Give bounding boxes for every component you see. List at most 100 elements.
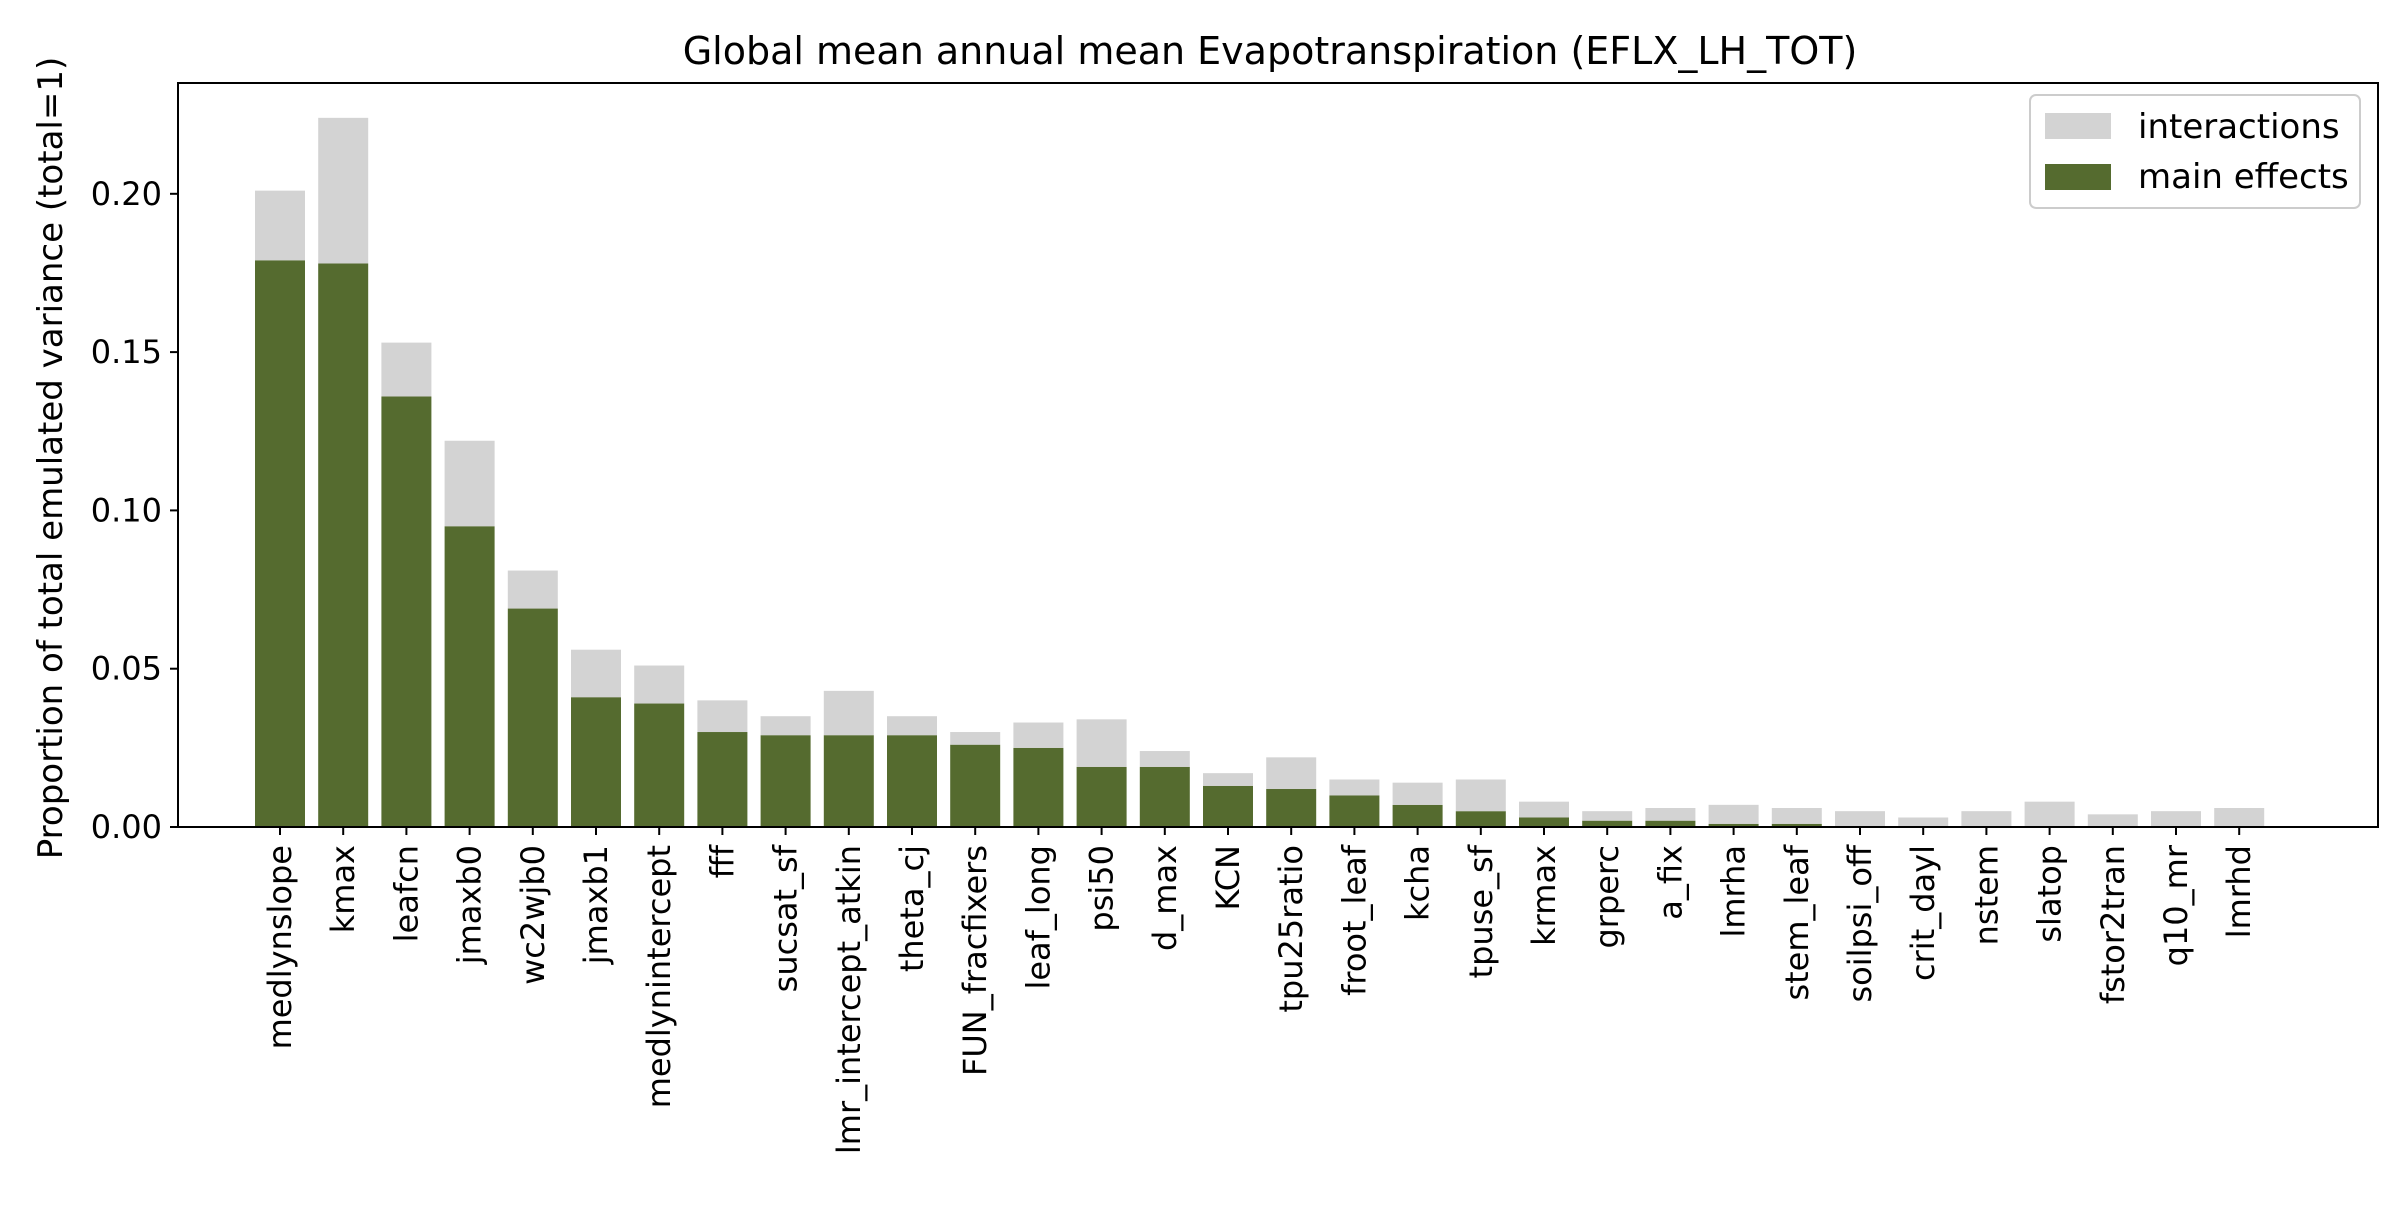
y-tick-label: 0.15: [91, 333, 162, 371]
bar-main-effects-KCN: [1203, 785, 1253, 827]
bar-main-effects-froot_leaf: [1329, 795, 1380, 827]
bar-interactions-KCN: [1203, 773, 1253, 786]
bar-interactions-tpuse_sf: [1455, 779, 1506, 812]
legend: interactions main effects: [2029, 94, 2361, 209]
x-tick-label-theta_cj: theta_cj: [893, 845, 931, 972]
x-tick-label-slatop: slatop: [2031, 845, 2069, 943]
bar-interactions-stem_leaf: [1771, 808, 1822, 824]
x-tick-label-lmrhd: lmrhd: [2220, 845, 2258, 938]
x-tick-label-soilpsi_off: soilpsi_off: [1841, 844, 1879, 1002]
bar-interactions-fstor2tran: [2087, 814, 2138, 827]
plot-frame: [177, 82, 2379, 828]
bar-interactions-leafcn: [381, 342, 432, 397]
bar-interactions-fff: [697, 700, 748, 733]
x-tick-label-d_max: d_max: [1146, 845, 1184, 951]
bar-main-effects-jmaxb0: [444, 526, 495, 827]
bar-interactions-jmaxb1: [571, 649, 621, 698]
bar-interactions-lmrhd: [2214, 808, 2265, 827]
bar-interactions-lmrha: [1708, 804, 1759, 824]
x-tick-label-KCN: KCN: [1209, 845, 1247, 911]
legend-label-main-effects: main effects: [2138, 157, 2349, 197]
x-tick-label-kmax: kmax: [324, 845, 362, 933]
bar-main-effects-jmaxb1: [571, 697, 621, 827]
bar-main-effects-sucsat_sf: [760, 735, 811, 827]
bar-main-effects-leafcn: [381, 396, 432, 827]
x-tick-label-a_fix: a_fix: [1651, 845, 1689, 920]
bar-interactions-psi50: [1076, 719, 1127, 767]
bar-main-effects-kcha: [1392, 804, 1443, 827]
bar-main-effects-leaf_long: [1013, 747, 1064, 827]
bar-interactions-grperc: [1582, 811, 1633, 821]
bar-interactions-nstem: [1961, 811, 2012, 827]
legend-box: [2029, 94, 2361, 209]
bar-main-effects-medlynslope: [255, 260, 305, 828]
bar-main-effects-fff: [697, 732, 748, 827]
x-tick-label-fstor2tran: fstor2tran: [2094, 845, 2132, 1004]
bar-interactions-d_max: [1139, 751, 1190, 767]
bar-main-effects-tpu25ratio: [1266, 789, 1317, 827]
bar-main-effects-tpuse_sf: [1455, 811, 1506, 827]
x-tick-label-crit_dayl: crit_dayl: [1904, 845, 1942, 981]
bar-interactions-wc2wjb0: [507, 570, 558, 609]
bar-interactions-crit_dayl: [1898, 817, 1949, 827]
y-axis-label: Proportion of total emulated variance (t…: [31, 57, 71, 859]
chart-title: Global mean annual mean Evapotranspirati…: [683, 29, 1858, 73]
bar-main-effects-krmax: [1519, 817, 1569, 827]
bar-interactions-medlynintercept: [634, 665, 685, 704]
bar-interactions-tpu25ratio: [1266, 757, 1317, 790]
bar-main-effects-lmr_intercept_atkin: [823, 735, 874, 827]
bar-interactions-sucsat_sf: [760, 716, 811, 736]
x-axis-ticks: medlynslope kmax leafcn jmaxb0 wc2wjb0 jmaxb1…: [261, 827, 2258, 1154]
x-tick-label-lmrha: lmrha: [1715, 845, 1753, 938]
bar-interactions-soilpsi_off: [1835, 811, 1885, 827]
x-tick-label-wc2wjb0: wc2wjb0: [514, 845, 552, 985]
bar-interactions-a_fix: [1645, 808, 1696, 821]
bar-interactions-kcha: [1392, 782, 1443, 805]
bar-main-effects-FUN_fracfixers: [950, 744, 1001, 827]
bar-interactions-q10_mr: [2151, 811, 2201, 827]
bar-interactions-jmaxb0: [444, 440, 495, 527]
bar-interactions-FUN_fracfixers: [950, 732, 1001, 745]
x-tick-label-medlynintercept: medlynintercept: [640, 845, 678, 1108]
bar-main-effects-medlynintercept: [634, 703, 685, 827]
bar-interactions-lmr_intercept_atkin: [823, 690, 874, 736]
x-tick-label-tpuse_sf: tpuse_sf: [1462, 844, 1500, 978]
x-tick-label-tpu25ratio: tpu25ratio: [1272, 845, 1310, 1013]
bar-main-effects-kmax: [318, 263, 369, 827]
x-tick-label-lmr_intercept_atkin: lmr_intercept_atkin: [830, 845, 868, 1154]
bar-main-effects-psi50: [1076, 766, 1127, 827]
x-tick-label-stem_leaf: stem_leaf: [1778, 844, 1816, 1000]
bar-interactions-krmax: [1519, 801, 1569, 818]
bars-layer: [255, 117, 2265, 828]
y-tick-label: 0.00: [91, 808, 162, 846]
x-tick-label-krmax: krmax: [1525, 845, 1563, 946]
bar-main-effects-lmrha: [1708, 823, 1759, 827]
bar-interactions-froot_leaf: [1329, 779, 1380, 796]
bar-interactions-kmax: [318, 117, 369, 264]
x-tick-label-kcha: kcha: [1399, 845, 1437, 921]
x-tick-label-q10_mr: q10_mr: [2157, 844, 2195, 966]
y-axis-ticks: 0.00 0.05 0.10 0.15 0.20: [91, 175, 178, 846]
x-tick-label-psi50: psi50: [1083, 845, 1121, 932]
bar-main-effects-d_max: [1139, 766, 1190, 827]
x-tick-label-grperc: grperc: [1588, 845, 1626, 949]
x-tick-label-jmaxb1: jmaxb1: [577, 845, 615, 965]
y-tick-label: 0.20: [91, 175, 162, 213]
x-tick-label-nstem: nstem: [1967, 845, 2005, 945]
y-tick-label: 0.10: [91, 491, 162, 529]
legend-swatch-interactions: [2045, 113, 2111, 139]
x-tick-label-medlynslope: medlynslope: [261, 845, 299, 1049]
bar-main-effects-stem_leaf: [1771, 823, 1822, 827]
y-tick-label: 0.05: [91, 650, 162, 688]
x-tick-label-fff: fff: [703, 844, 741, 878]
x-tick-label-jmaxb0: jmaxb0: [451, 845, 489, 965]
bar-main-effects-wc2wjb0: [507, 608, 558, 827]
x-tick-label-leafcn: leafcn: [387, 845, 425, 942]
bar-interactions-leaf_long: [1013, 722, 1064, 748]
x-tick-label-FUN_fracfixers: FUN_fracfixers: [956, 845, 994, 1076]
legend-swatch-main-effects: [2045, 164, 2111, 190]
bar-interactions-slatop: [2024, 801, 2075, 827]
bar-main-effects-grperc: [1582, 820, 1633, 827]
